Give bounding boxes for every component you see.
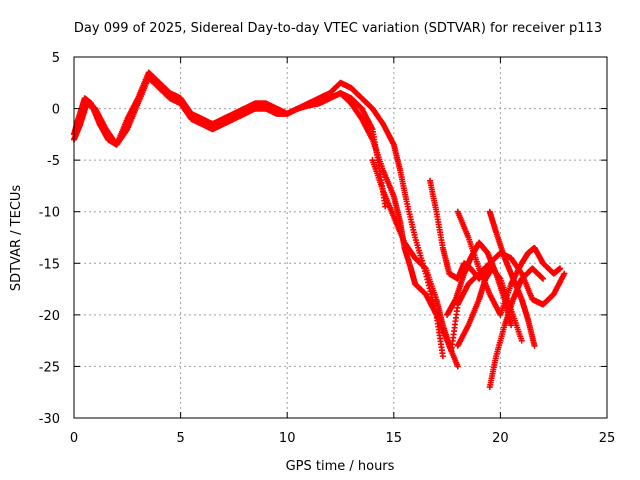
satellite-track-10 [454, 265, 525, 349]
x-axis: 0 5 10 15 20 25 [70, 57, 615, 446]
y-tick-label: 0 [52, 103, 60, 118]
satellite-track-6 [454, 208, 564, 318]
satellite-track-9 [444, 239, 515, 329]
y-tick-label: -10 [39, 206, 60, 221]
chart-title: Day 099 of 2025, Sidereal Day-to-day VTE… [74, 21, 602, 36]
x-tick-label: 25 [599, 431, 616, 446]
x-axis-label: GPS time / hours [286, 459, 395, 474]
satellite-track-7 [486, 208, 538, 349]
x-tick-label: 5 [176, 431, 184, 446]
x-tick-label: 10 [279, 431, 296, 446]
data-points [71, 69, 568, 391]
data-point [518, 337, 525, 344]
x-tick-label: 15 [386, 431, 403, 446]
grid-lines [74, 57, 607, 418]
y-tick-label: -5 [47, 154, 60, 169]
data-point [561, 270, 568, 277]
y-tick-label: -30 [39, 412, 60, 427]
y-axis-label: SDTVAR / TECUs [9, 185, 24, 292]
y-tick-label: -20 [39, 309, 60, 324]
data-point [540, 275, 547, 282]
x-tick-label: 0 [70, 431, 78, 446]
data-point [531, 342, 538, 349]
x-tick-label: 20 [492, 431, 509, 446]
data-point [557, 265, 564, 272]
y-tick-label: -15 [39, 257, 60, 272]
data-point [454, 363, 461, 370]
plot-frame [73, 56, 608, 419]
y-axis: -30 -25 -20 -15 -10 -5 0 5 [39, 51, 607, 427]
y-tick-label: -25 [39, 360, 60, 375]
data-point [508, 322, 515, 329]
data-point [439, 353, 446, 360]
y-tick-label: 5 [52, 51, 60, 66]
